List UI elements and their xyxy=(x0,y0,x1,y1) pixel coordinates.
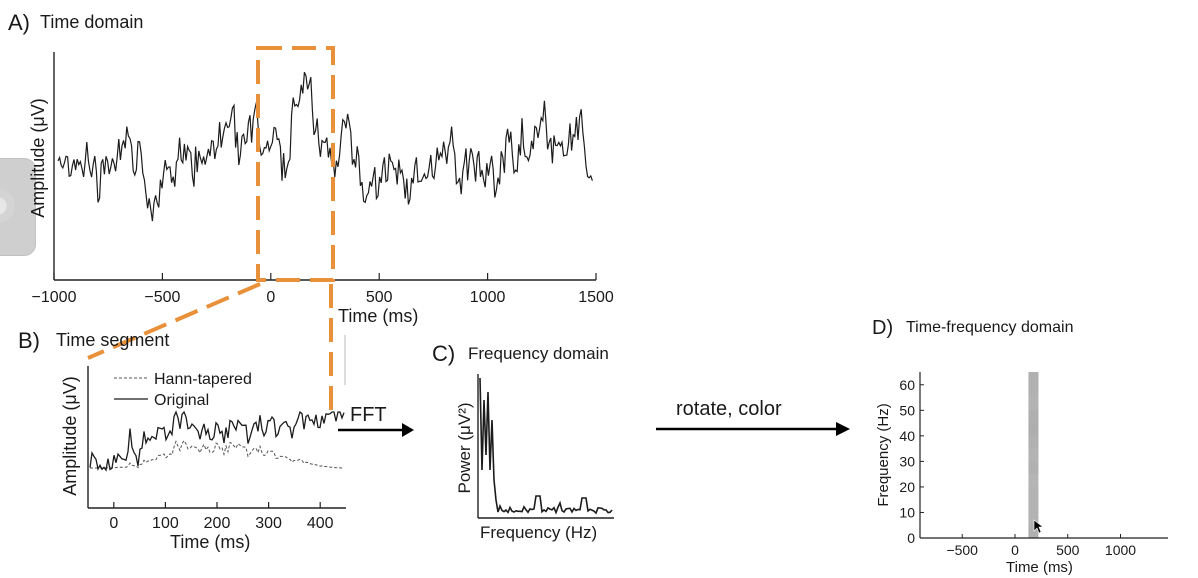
mouse-pointer-icon xyxy=(1033,519,1044,534)
circle-tab-icon xyxy=(0,186,18,226)
rotate-color-label: rotate, color xyxy=(676,398,782,420)
panel-b-xtick-label: 400 xyxy=(307,515,334,532)
time-window-highlight xyxy=(256,46,335,282)
panel-d-ytick-label: 30 xyxy=(899,453,915,469)
fft-arrow-label: FFT xyxy=(350,404,387,426)
panel-b-letter: B) xyxy=(18,328,40,353)
tf-band-cell xyxy=(1028,397,1039,411)
panel-c-ylabel: Power (μV²) xyxy=(455,402,474,493)
panel-d: D) Time-frequency domain Frequency (Hz) … xyxy=(872,317,1168,576)
panel-b-xtick-label: 200 xyxy=(204,515,231,532)
fft-arrow-head xyxy=(402,423,414,437)
panel-d-letter: D) xyxy=(872,317,893,339)
tf-band-cell xyxy=(1028,410,1039,424)
tf-power-band-shade xyxy=(1028,372,1039,538)
panel-c-letter: C) xyxy=(432,341,455,366)
panel-b-ylabel: Amplitude (μV) xyxy=(60,376,80,495)
panel-a-title: Time domain xyxy=(40,12,143,32)
panel-d-ytick-label: 60 xyxy=(899,377,915,393)
panel-a-xtick-label: −500 xyxy=(144,289,180,306)
panel-d-ylabel: Frequency (Hz) xyxy=(875,403,892,506)
panel-b-xtick-label: 100 xyxy=(152,515,179,532)
panel-b-xlabel: Time (ms) xyxy=(170,532,250,552)
fft-arrow: FFT xyxy=(338,404,414,437)
panel-b-legend: Hann-tapered Original xyxy=(114,371,252,409)
panel-a-xtick-label: 1000 xyxy=(470,289,506,306)
panel-a-letter: A) xyxy=(8,10,30,35)
panel-b: B) Time segment Amplitude (μV) 0 100 200 30… xyxy=(18,328,346,552)
tf-band-cell xyxy=(1028,423,1039,436)
panel-a-ticks: −1000 −500 0 500 1000 1500 xyxy=(32,273,614,306)
panel-d-ytick-label: 50 xyxy=(899,402,915,418)
legend-label-original: Original xyxy=(154,392,209,409)
panel-d-xtick-label: 0 xyxy=(1011,542,1019,558)
tf-band-cell xyxy=(1028,372,1039,385)
tf-band-cell xyxy=(1028,486,1039,500)
tf-band-cell xyxy=(1028,499,1039,513)
side-panel-tab[interactable] xyxy=(0,158,36,256)
panel-d-ticks: −500 0 500 1000 0 10 20 30 40 50 60 xyxy=(899,377,1136,558)
panel-b-xtick-label: 300 xyxy=(255,515,282,532)
tf-band-cell xyxy=(1028,384,1039,398)
panel-b-ticks: 0 100 200 300 400 xyxy=(109,502,334,532)
panel-d-ytick-label: 20 xyxy=(899,479,915,495)
panel-c-spectrum-trace xyxy=(479,377,613,515)
panel-d-ytick-label: 10 xyxy=(899,504,915,520)
rotate-color-arrow: rotate, color xyxy=(656,398,850,436)
panel-a-trace xyxy=(57,71,593,222)
panel-a-ylabel: Amplitude (μV) xyxy=(28,98,48,217)
panel-c-title: Frequency domain xyxy=(468,344,609,363)
panel-d-xtick-label: 500 xyxy=(1056,542,1080,558)
panel-d-xtick-label: 1000 xyxy=(1105,542,1136,558)
panel-a-xlabel: Time (ms) xyxy=(338,306,418,326)
zoom-connector-left xyxy=(87,282,261,360)
tf-band-cell xyxy=(1028,435,1039,449)
tf-band-cell xyxy=(1028,461,1039,475)
panel-d-ytick-label: 40 xyxy=(899,428,915,444)
tf-band-cell xyxy=(1028,448,1039,462)
panel-c-xlabel: Frequency (Hz) xyxy=(480,523,597,542)
legend-label-hann-tapered: Hann-tapered xyxy=(154,371,252,388)
panel-d-title: Time-frequency domain xyxy=(906,319,1073,336)
panel-c: C) Frequency domain Power (μV²) Frequenc… xyxy=(432,341,614,542)
panel-d-xtick-label: −500 xyxy=(946,542,978,558)
panel-a: A) Time domain Amplitude (μV) −1000 −500 0… xyxy=(8,10,614,326)
panel-d-xlabel: Time (ms) xyxy=(1006,559,1073,576)
panel-b-title: Time segment xyxy=(56,330,169,350)
rotate-color-arrow-head xyxy=(836,422,850,436)
panel-a-xtick-label: −1000 xyxy=(32,289,77,306)
panel-a-xtick-label: 1500 xyxy=(578,289,614,306)
tf-band-cell xyxy=(1028,525,1039,538)
panel-b-original-trace xyxy=(89,410,345,472)
tf-power-band xyxy=(1028,372,1039,538)
panel-a-xtick-label: 0 xyxy=(266,289,275,306)
panel-b-xtick-label: 0 xyxy=(109,515,118,532)
zoom-connector xyxy=(87,282,346,412)
panel-d-ytick-label: 0 xyxy=(907,530,915,546)
tf-band-cell xyxy=(1028,474,1039,487)
panel-b-hann-tapered-trace xyxy=(90,439,344,469)
tf-band-cell xyxy=(1028,512,1039,526)
panel-a-xtick-label: 500 xyxy=(366,289,393,306)
